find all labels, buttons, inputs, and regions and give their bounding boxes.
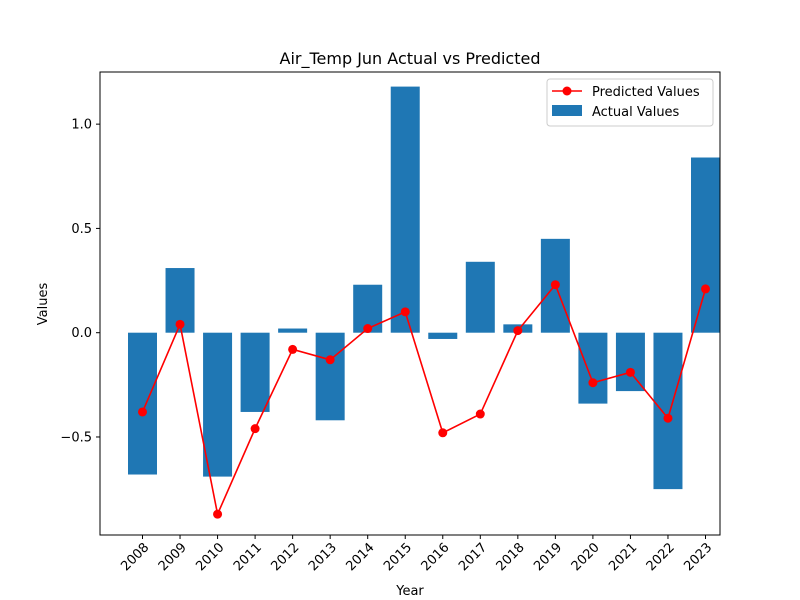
actual-bar-2022 <box>653 332 683 490</box>
x-tick-label: 2021 <box>606 540 640 574</box>
predicted-point-2008 <box>138 407 147 417</box>
x-tick-label: 2013 <box>306 540 340 574</box>
actual-bar-2008 <box>128 332 157 475</box>
predicted-point-2020 <box>588 378 598 388</box>
x-tick-label: 2018 <box>494 540 528 574</box>
x-tick-label: 2017 <box>456 540 490 574</box>
x-tick-label: 2023 <box>681 540 715 574</box>
y-tick-label: −0.5 <box>60 430 92 445</box>
actual-bar-2016 <box>428 332 458 339</box>
x-tick-label: 2022 <box>644 540 678 574</box>
predicted-line-layer <box>138 280 710 519</box>
actual-bar-2017 <box>465 261 495 333</box>
legend-actual-label: Actual Values <box>592 105 680 120</box>
x-tick-label: 2010 <box>193 540 227 574</box>
actual-bar-2012 <box>278 328 308 333</box>
x-tick-label: 2015 <box>381 540 415 574</box>
actual-bar-2023 <box>691 157 720 333</box>
x-tick-label: 2012 <box>268 540 302 574</box>
legend-predicted-label: Predicted Values <box>592 85 700 100</box>
actual-bar-2015 <box>390 86 420 333</box>
predicted-point-2019 <box>550 280 560 290</box>
y-tick-label: 0.0 <box>71 326 92 341</box>
y-axis: −0.5 0.0 0.5 1.0 <box>60 118 100 445</box>
predicted-point-2023 <box>701 284 710 294</box>
predicted-point-2012 <box>288 344 298 354</box>
predicted-point-2009 <box>175 319 185 329</box>
y-axis-label: Values <box>36 283 51 326</box>
actual-bar-2020 <box>578 332 608 404</box>
y-tick-label: 1.0 <box>71 118 92 133</box>
legend: Predicted Values Actual Values <box>546 78 714 127</box>
legend-predicted-swatch-marker <box>562 86 572 96</box>
predicted-point-2021 <box>625 367 635 377</box>
x-tick-label: 2011 <box>231 540 265 574</box>
predicted-point-2015 <box>400 307 410 317</box>
actual-bar-2011 <box>240 332 270 412</box>
actual-bar-2021 <box>615 332 645 392</box>
legend-actual-swatch <box>552 105 582 116</box>
predicted-point-2022 <box>663 413 673 423</box>
actual-bar-2010 <box>203 332 233 477</box>
predicted-point-2011 <box>250 424 260 434</box>
x-tick-label: 2020 <box>569 540 603 574</box>
predicted-point-2017 <box>475 409 485 419</box>
bars-layer <box>128 86 720 490</box>
x-axis-label: Year <box>395 584 424 599</box>
predicted-point-2014 <box>363 324 373 334</box>
chart-title: Air_Temp Jun Actual vs Predicted <box>280 49 541 69</box>
predicted-point-2010 <box>213 509 223 519</box>
x-tick-label: 2014 <box>344 540 378 574</box>
x-tick-label: 2019 <box>531 540 565 574</box>
predicted-point-2013 <box>325 355 335 365</box>
actual-bar-2013 <box>315 332 345 421</box>
predicted-line <box>141 283 707 517</box>
plot-area-frame <box>99 71 721 536</box>
x-tick-label: 2008 <box>118 540 152 574</box>
x-tick-label: 2009 <box>156 540 190 574</box>
legend-box <box>546 78 714 127</box>
predicted-point-2016 <box>438 428 448 438</box>
x-tick-label: 2016 <box>419 540 453 574</box>
x-axis: 2008 2009 2010 2011 2012 2013 2014 2015 2016 2017… <box>118 535 715 574</box>
predicted-point-2018 <box>513 326 523 336</box>
y-tick-label: 0.5 <box>71 222 92 237</box>
